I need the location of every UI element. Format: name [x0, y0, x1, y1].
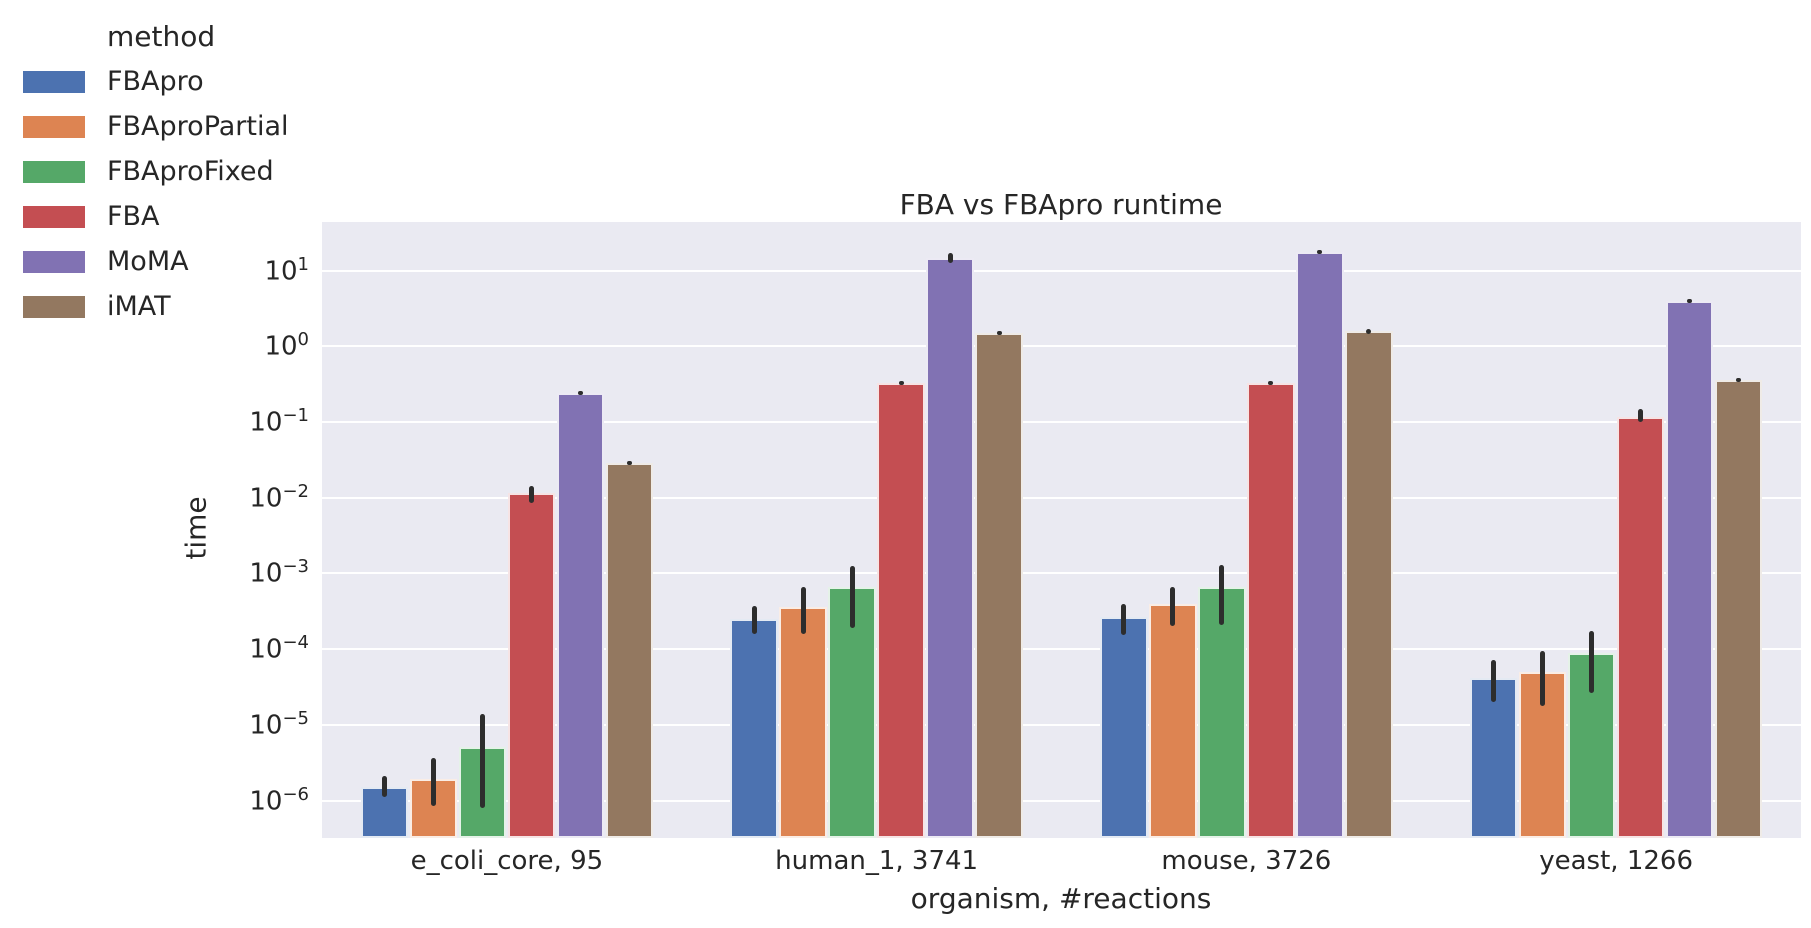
legend-swatch	[23, 295, 85, 318]
bar-FBAproFixed-mouse	[1198, 587, 1246, 838]
error-bar	[1638, 408, 1644, 423]
y-tick-label: 100	[264, 329, 309, 363]
bar-iMAT-yeast	[1714, 379, 1763, 838]
error-bar	[381, 776, 387, 798]
y-tick-label: 10−2	[249, 480, 309, 514]
error-bar	[1317, 250, 1323, 255]
y-tick-label: 10−1	[249, 405, 309, 438]
error-bar	[1491, 659, 1497, 703]
error-bar	[849, 566, 855, 629]
legend-item: FBApro	[23, 59, 289, 104]
gridline	[322, 799, 1801, 802]
legend-label: MoMA	[107, 246, 189, 277]
error-bar	[898, 380, 904, 385]
bar-FBAproPartial-human_1	[779, 607, 827, 838]
error-bar	[947, 252, 953, 263]
bar-FBA-human_1	[877, 382, 925, 838]
legend-label: FBAproFixed	[107, 156, 274, 187]
error-bar	[1219, 564, 1225, 625]
gridline	[322, 496, 1801, 499]
legend-swatch	[23, 250, 85, 273]
error-bar	[1736, 378, 1742, 383]
bar-MoMA-human_1	[926, 258, 974, 838]
x-tick-label: human_1, 3741	[775, 846, 979, 876]
bar-FBApro-mouse	[1100, 616, 1148, 838]
error-bar	[1540, 650, 1546, 706]
error-bar	[1687, 299, 1693, 304]
gridline	[322, 345, 1801, 348]
bar-iMAT-e_coli_core	[605, 462, 654, 838]
bar-FBAproFixed-human_1	[828, 587, 876, 838]
bar-MoMA-yeast	[1665, 300, 1714, 838]
chart-title: FBA vs FBApro runtime	[899, 188, 1223, 221]
bar-FBA-e_coli_core	[507, 493, 556, 838]
y-tick-label: 10−4	[249, 632, 309, 665]
gridline	[322, 648, 1801, 651]
legend-items: FBApro FBAproPartial FBAproFixed FBA MoMA iMA…	[23, 59, 289, 329]
legend-swatch	[23, 205, 85, 228]
error-bar	[1589, 630, 1595, 694]
legend-swatch	[23, 160, 85, 183]
error-bar	[1268, 381, 1274, 386]
legend-item: FBAproPartial	[23, 104, 289, 149]
error-bar	[577, 390, 583, 395]
legend-label: FBAproPartial	[107, 111, 289, 142]
legend-item: FBA	[23, 194, 289, 239]
error-bar	[751, 606, 757, 634]
y-tick-label: 10−3	[249, 556, 309, 590]
x-axis-label: organism, #reactions	[910, 882, 1212, 915]
y-tick-label: 10−6	[249, 783, 309, 817]
error-bar	[1121, 603, 1127, 635]
gridline	[322, 572, 1801, 575]
legend-swatch	[23, 115, 85, 138]
y-tick-label: 101	[264, 253, 309, 287]
bar-FBAproPartial-mouse	[1149, 604, 1197, 838]
bar-FBA-mouse	[1247, 382, 1295, 838]
legend-title: method	[107, 20, 216, 53]
x-tick-label: e_coli_core, 95	[410, 846, 604, 876]
gridline	[322, 723, 1801, 726]
y-tick-label: 10−5	[249, 707, 309, 741]
legend-swatch	[23, 70, 85, 93]
legend-item: FBAproFixed	[23, 149, 289, 194]
bar-FBApro-human_1	[730, 619, 778, 838]
legend: method FBApro FBAproPartial FBAproFixed FBA…	[23, 14, 289, 329]
legend-item: MoMA	[23, 239, 289, 284]
error-bar	[430, 757, 436, 806]
gridline	[322, 269, 1801, 272]
legend-label: iMAT	[107, 291, 171, 322]
error-bar	[1170, 587, 1176, 627]
bar-iMAT-human_1	[975, 333, 1023, 838]
bar-FBA-yeast	[1616, 416, 1665, 838]
error-bar	[996, 330, 1002, 335]
gridline	[322, 421, 1801, 424]
legend-item: iMAT	[23, 284, 289, 329]
bar-MoMA-e_coli_core	[556, 392, 605, 838]
legend-label: FBApro	[107, 66, 204, 97]
legend-label: FBA	[107, 201, 160, 232]
error-bar	[626, 460, 632, 466]
error-bar	[1366, 328, 1372, 334]
error-bar	[528, 485, 534, 503]
x-tick-label: yeast, 1266	[1539, 846, 1694, 876]
x-tick-label: mouse, 3726	[1161, 846, 1332, 876]
plot-area	[322, 222, 1801, 838]
bar-MoMA-mouse	[1296, 252, 1344, 838]
bar-iMAT-mouse	[1345, 331, 1393, 838]
bar-FBApro-yeast	[1469, 677, 1518, 838]
error-bar	[800, 587, 806, 634]
error-bar	[479, 713, 485, 808]
